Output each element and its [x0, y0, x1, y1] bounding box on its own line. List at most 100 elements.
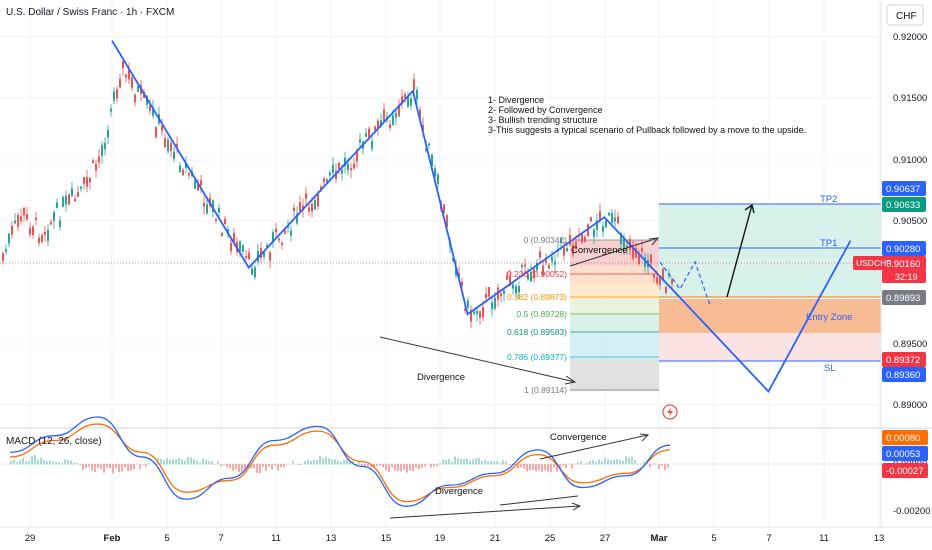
macd-histogram-bar: [295, 463, 297, 465]
macd-histogram-bar: [133, 464, 135, 470]
time-tick-label: 5: [164, 533, 169, 544]
candle-body: [62, 197, 64, 208]
macd-histogram-bar: [151, 463, 153, 465]
candle-body: [443, 204, 445, 213]
price-badge-text: 0.89372: [886, 355, 920, 366]
macd-histogram-bar: [625, 456, 627, 465]
candle-body: [233, 232, 235, 243]
divergence-macd-line-2: [499, 495, 579, 506]
candle-body: [59, 220, 61, 228]
macd-histogram-bar: [574, 463, 576, 465]
lightning-icon[interactable]: [662, 404, 678, 420]
candle-body: [215, 218, 217, 221]
macd-histogram-bar: [193, 459, 195, 465]
candle-body: [317, 194, 319, 207]
macd-histogram-bar: [478, 457, 480, 465]
macd-histogram-bar: [526, 464, 528, 472]
candle-body: [461, 282, 463, 286]
candle-body: [446, 215, 448, 227]
macd-histogram-bar: [214, 464, 216, 465]
annotation-line-1: 1- Divergence: [488, 95, 544, 105]
candle-body: [470, 309, 472, 322]
time-tick-label: 19: [435, 533, 446, 544]
candle-body: [104, 143, 106, 150]
macd-histogram-bar: [544, 464, 546, 471]
candle-body: [65, 195, 67, 205]
macd-histogram-bar: [616, 459, 618, 465]
macd-histogram-bar: [451, 461, 453, 465]
price-badge: [882, 197, 926, 212]
price-tick-label: 0.90500: [893, 216, 927, 227]
macd-histogram-bar: [415, 464, 417, 468]
macd-histogram-bar: [394, 464, 396, 471]
macd-histogram-bar: [598, 459, 600, 465]
macd-histogram-bar: [340, 461, 342, 465]
candle-body: [452, 258, 454, 262]
price-axis[interactable]: 0.92000 0.91500 0.91000 0.90500 0.89500 0.890…: [893, 32, 927, 411]
macd-badges: 0.00080 0.00053 -0.00027: [882, 430, 928, 478]
candle-body: [374, 126, 376, 130]
candle-body: [530, 272, 532, 282]
macd-histogram-bar: [103, 464, 105, 473]
macd-badge: [882, 430, 928, 445]
macd-histogram-bar: [52, 461, 54, 465]
candle-body: [284, 230, 286, 234]
macd-histogram-bar: [559, 464, 561, 469]
macd-histogram-bar: [532, 464, 534, 470]
candle-body: [248, 252, 250, 260]
currency-label: CHF: [896, 11, 917, 22]
convergence-price-line: [569, 237, 659, 267]
candle-body: [671, 279, 673, 284]
candle-body: [389, 124, 391, 128]
candle-body: [272, 232, 274, 242]
time-tick-label: 21: [490, 533, 501, 544]
macd-histogram-bar: [433, 464, 435, 467]
macd-histogram-bar: [592, 459, 594, 465]
macd-histogram-bar: [253, 464, 255, 469]
candle-body: [128, 69, 130, 80]
macd-histogram-bar: [112, 464, 114, 474]
price-badge: [882, 241, 926, 256]
candle-body: [50, 222, 52, 225]
macd-histogram-bar: [343, 459, 345, 465]
candle-body: [92, 160, 94, 164]
macd-histogram-bar: [487, 461, 489, 465]
fib-zone-786: [570, 333, 659, 359]
fib-label: 0.618 (0.89583): [507, 327, 567, 337]
candle-body: [608, 212, 610, 216]
macd-histogram-bar: [19, 460, 21, 465]
candle-body: [380, 120, 382, 127]
price-badge-text: 0.89360: [886, 370, 920, 381]
symbol-tag: [853, 256, 887, 270]
macd-histogram-bar: [454, 456, 456, 465]
macd-badge-text: 0.00080: [886, 433, 920, 444]
convergence-price-arrow: [648, 237, 660, 246]
macd-histogram-bar: [484, 459, 486, 465]
candle-body: [377, 120, 379, 129]
macd-histogram-bar: [175, 459, 177, 465]
candle-body: [242, 245, 244, 252]
macd-histogram-bar: [535, 464, 537, 471]
macd-histogram-bar: [337, 460, 339, 465]
sl-zone: [659, 333, 881, 361]
macd-histogram-bar: [577, 462, 579, 465]
annotation-line-4: 3-This suggests a typical scenario of Pu…: [488, 125, 806, 135]
macd-histogram-bar: [505, 461, 507, 465]
currency-button[interactable]: [886, 4, 924, 26]
time-axis[interactable]: 29 Feb 5 7 11 13 15 19 21 25 27 Mar 5 7 11 13: [25, 533, 885, 544]
macd-histogram-bar: [250, 464, 252, 469]
time-tick-label: Mar: [651, 533, 668, 544]
candle-body: [53, 212, 55, 222]
macd-histogram-bar: [634, 459, 636, 465]
macd-histogram-bar: [457, 458, 459, 465]
macd-histogram-bar: [595, 461, 597, 465]
candle-body: [83, 177, 85, 184]
macd-histogram-bar: [313, 460, 315, 465]
macd-histogram-bar: [538, 464, 540, 471]
candle-body: [650, 254, 652, 264]
macd-histogram-bar: [613, 460, 615, 465]
macd-histogram-bar: [385, 464, 387, 471]
entry-zone-label: Entry Zone: [806, 312, 852, 323]
macd-annotation-lines: [389, 433, 650, 519]
